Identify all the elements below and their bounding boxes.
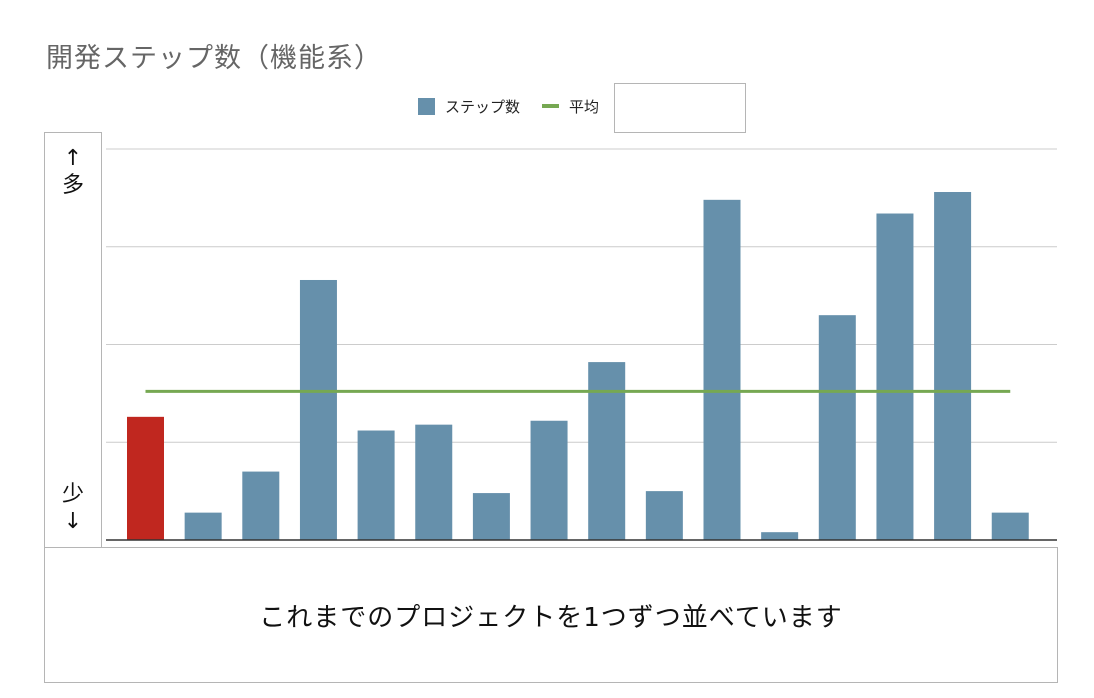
bar-9: [588, 362, 626, 540]
bar-2: [184, 512, 222, 540]
legend-label-average: 平均: [569, 97, 600, 116]
gridlines: [106, 148, 1057, 443]
y-axis-top-label: ↑ 多: [61, 146, 84, 198]
bar-4: [299, 279, 337, 540]
bar-12: [761, 532, 799, 540]
bar-3: [242, 471, 280, 540]
bar-11: [703, 199, 741, 540]
legend-overlay-box: [614, 83, 746, 133]
chart-title: 開発ステップ数（機能系）: [46, 43, 382, 74]
x-axis-caption: これまでのプロジェクトを1つずつ並べています: [259, 602, 843, 633]
bar-14: [876, 213, 914, 540]
y-axis-bottom-label: 少 ↓: [61, 482, 84, 534]
caption-box: これまでのプロジェクトを1つずつ並べています: [44, 547, 1058, 683]
bar-10: [645, 491, 683, 540]
legend-swatch-steps: [418, 97, 435, 115]
bar-6: [415, 424, 453, 540]
bars: [106, 192, 1057, 541]
bar-5: [357, 430, 395, 540]
y-axis-label-box: ↑ 多 少 ↓: [44, 132, 102, 548]
legend: ステップ数 平均: [418, 95, 599, 117]
bar-13: [818, 315, 856, 540]
bar-1: [127, 416, 164, 540]
bar-8: [530, 420, 568, 540]
bar-16: [991, 512, 1029, 540]
legend-label-steps: ステップ数: [445, 97, 521, 116]
bar-15: [934, 192, 972, 540]
bar-7: [472, 493, 510, 540]
legend-swatch-average: [542, 104, 560, 108]
